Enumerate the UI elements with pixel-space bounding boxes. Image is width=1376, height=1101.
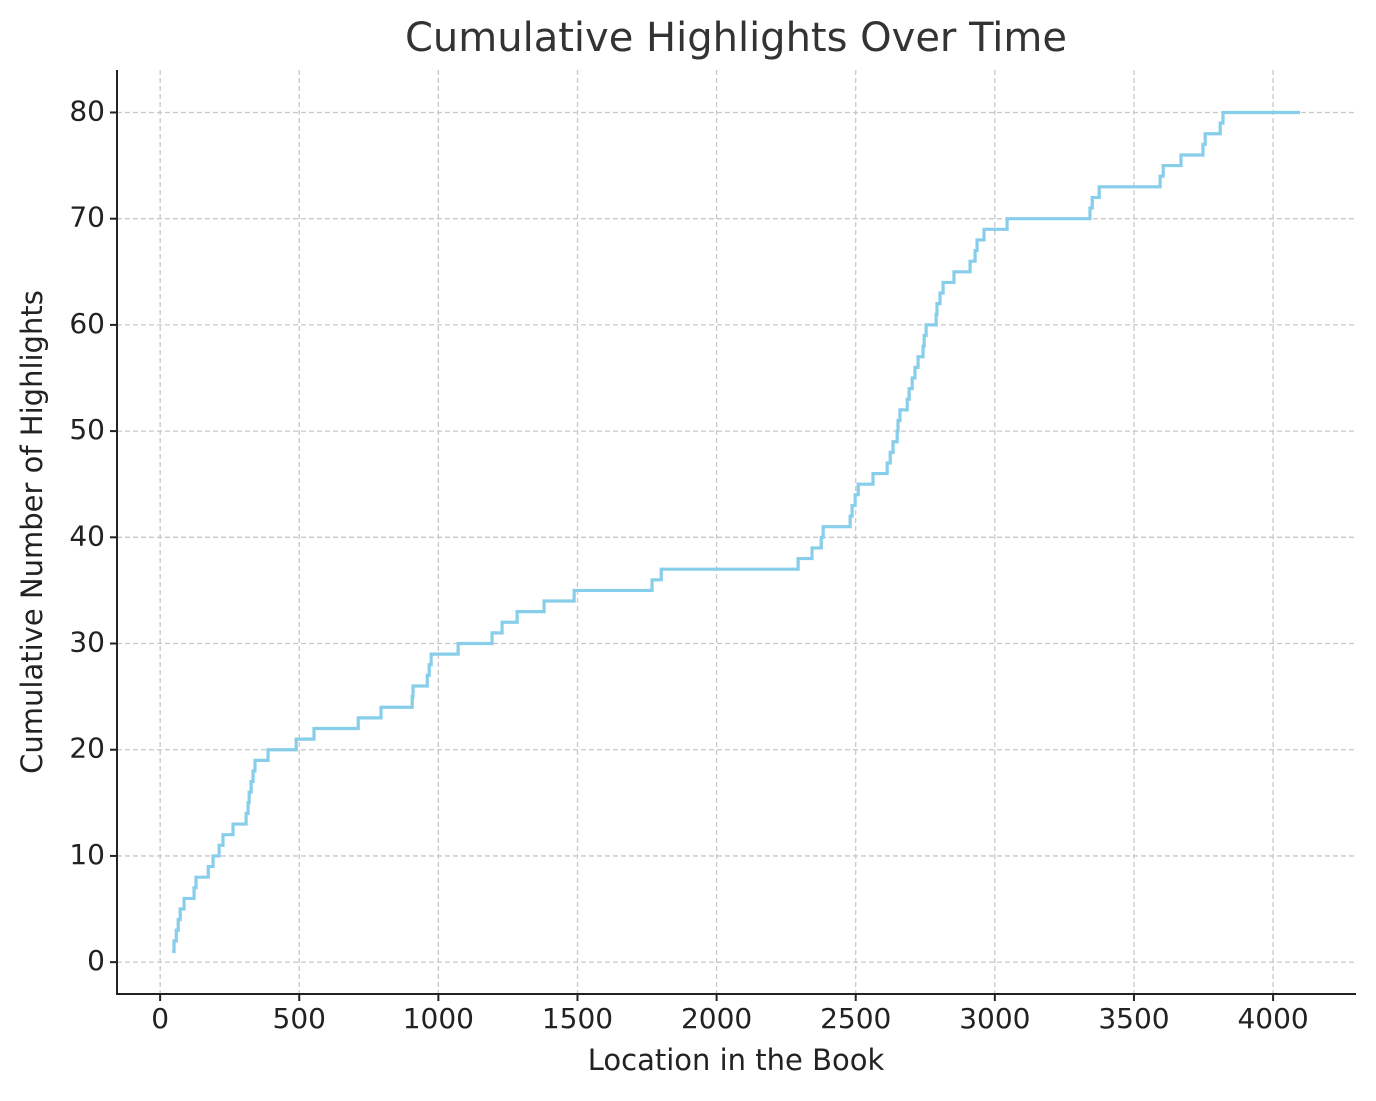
y-tick-label: 80 — [69, 94, 105, 127]
y-tick-label: 30 — [69, 626, 105, 659]
chart-title: Cumulative Highlights Over Time — [405, 15, 1067, 61]
x-tick-label: 500 — [273, 1002, 326, 1035]
y-tick-label: 20 — [69, 732, 105, 765]
line — [172, 110, 1301, 954]
y-tick-label: 40 — [69, 519, 105, 552]
y-tick-label: 10 — [69, 838, 105, 871]
x-tick-label: 3500 — [1098, 1002, 1169, 1035]
x-tick-label: 2500 — [820, 1002, 891, 1035]
y-tick-label: 70 — [69, 201, 105, 234]
x-tick-label: 0 — [151, 1002, 169, 1035]
x-axis-label: Location in the Book — [588, 1043, 885, 1077]
x-tick-label: 3000 — [959, 1002, 1030, 1035]
y-tick-label: 0 — [87, 944, 105, 977]
y-tick-label: 50 — [69, 413, 105, 446]
x-tick-label: 4000 — [1237, 1002, 1308, 1035]
x-tick-label: 1500 — [542, 1002, 613, 1035]
y-axis-label: Cumulative Number of Highlights — [15, 290, 49, 774]
x-tick-label: 1000 — [403, 1002, 474, 1035]
x-tick-label: 2000 — [681, 1002, 752, 1035]
y-tick-label: 60 — [69, 307, 105, 340]
